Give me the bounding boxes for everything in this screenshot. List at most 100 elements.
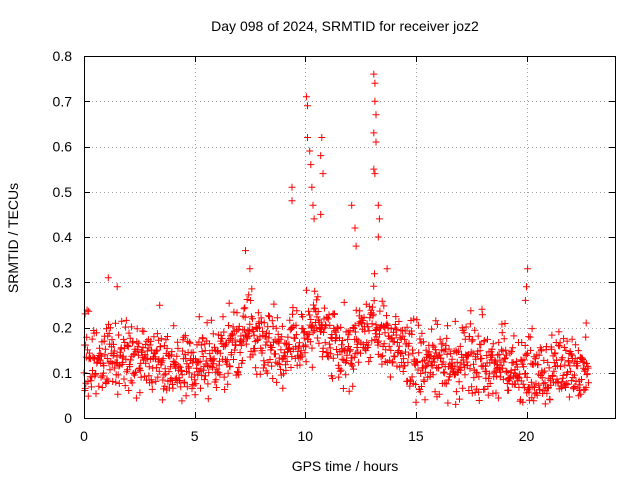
data-point — [242, 247, 249, 255]
data-point — [225, 299, 233, 307]
data-point — [400, 355, 408, 363]
data-point — [495, 350, 503, 358]
data-point — [281, 353, 289, 361]
data-point — [527, 346, 535, 354]
data-point — [381, 329, 389, 337]
data-point — [341, 358, 349, 366]
data-point — [369, 310, 377, 318]
y-tick-labels: 0 0.1 0.2 0.3 0.4 0.5 0.6 0.7 0.8 — [53, 48, 73, 426]
data-point — [533, 391, 541, 399]
data-point — [331, 310, 338, 318]
data-point — [451, 362, 459, 370]
data-point — [181, 379, 189, 387]
data-point — [536, 386, 544, 394]
data-point — [339, 337, 347, 344]
data-point — [405, 351, 413, 359]
data-point — [126, 363, 134, 371]
y-tick-label: 0.8 — [53, 48, 73, 64]
data-point — [412, 381, 420, 388]
data-point — [428, 362, 436, 370]
data-point — [566, 362, 574, 370]
data-point — [578, 376, 585, 383]
data-point — [305, 330, 313, 338]
data-point — [258, 347, 266, 355]
data-point — [112, 378, 120, 386]
data-point — [399, 332, 407, 340]
data-point — [370, 70, 378, 78]
data-point — [240, 336, 248, 344]
data-point — [249, 351, 257, 359]
data-point — [296, 339, 303, 347]
data-point — [393, 326, 401, 334]
data-point — [375, 337, 383, 345]
data-point — [196, 357, 204, 365]
data-point — [302, 343, 310, 351]
data-point — [329, 374, 336, 382]
data-point — [456, 395, 463, 403]
data-point — [435, 390, 443, 398]
y-tick-label: 0.7 — [53, 93, 73, 109]
data-point — [385, 342, 393, 350]
data-point — [195, 313, 203, 321]
data-point — [230, 356, 237, 363]
data-point — [309, 201, 317, 209]
data-point — [431, 346, 439, 354]
data-point — [311, 287, 319, 295]
data-point — [195, 358, 203, 366]
data-point — [582, 384, 590, 392]
data-point — [439, 340, 447, 348]
data-point — [522, 370, 529, 377]
data-point — [532, 355, 540, 363]
data-point — [564, 380, 572, 388]
data-point — [270, 300, 278, 308]
data-point — [352, 306, 360, 314]
data-point — [493, 361, 501, 369]
data-point — [101, 345, 109, 353]
data-point — [275, 339, 283, 347]
data-point — [419, 338, 427, 346]
data-point — [174, 344, 182, 352]
data-point — [499, 364, 507, 372]
data-point — [284, 333, 292, 341]
data-point — [368, 337, 376, 345]
data-point — [441, 379, 449, 387]
data-point — [374, 201, 382, 209]
data-point — [370, 282, 378, 290]
data-point — [160, 371, 168, 379]
data-point — [391, 353, 399, 361]
data-point — [100, 362, 108, 370]
data-point — [541, 400, 549, 408]
y-tick-label: 0.4 — [53, 229, 73, 245]
data-point — [308, 344, 316, 352]
data-point — [509, 359, 517, 366]
data-point — [302, 358, 310, 366]
data-point — [414, 321, 422, 329]
data-point — [120, 335, 128, 343]
data-point — [164, 333, 171, 340]
data-point — [544, 358, 552, 366]
data-point — [520, 356, 528, 364]
data-point — [463, 358, 471, 366]
x-tick-labels: 0 5 10 15 20 — [80, 428, 534, 444]
data-point — [444, 376, 452, 384]
data-points — [80, 70, 592, 408]
data-point — [510, 332, 518, 340]
data-point — [292, 331, 300, 339]
data-point — [484, 335, 491, 343]
data-point — [364, 323, 372, 331]
data-point — [348, 362, 356, 370]
data-point — [492, 389, 500, 397]
data-point — [548, 331, 556, 339]
data-point — [429, 341, 437, 349]
data-point — [291, 334, 299, 342]
data-point — [306, 311, 314, 319]
data-point — [454, 347, 462, 355]
data-point — [272, 350, 279, 358]
data-point — [156, 301, 164, 309]
data-point — [475, 388, 483, 396]
data-point — [379, 352, 387, 360]
data-point — [254, 309, 262, 317]
data-point — [457, 366, 465, 374]
data-point — [109, 378, 117, 385]
data-point — [157, 335, 165, 343]
